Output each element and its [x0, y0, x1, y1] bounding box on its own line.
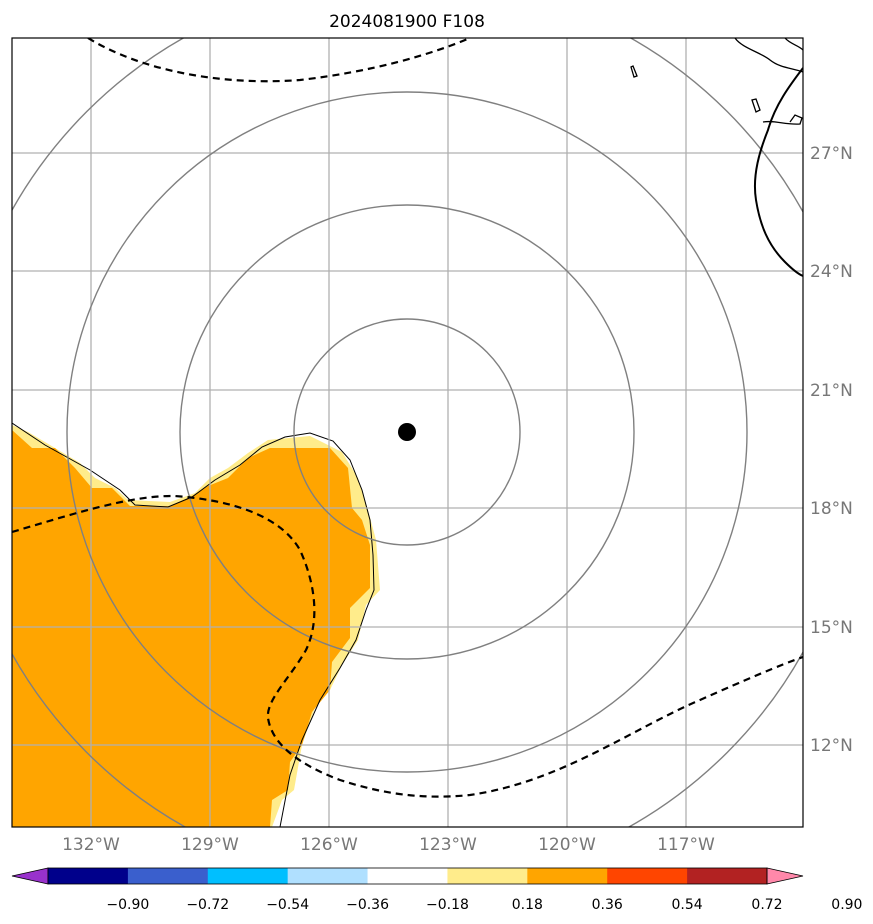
lat-label: 15°N: [810, 618, 853, 638]
coastline: [753, 67, 803, 277]
range-ring-1: [293, 318, 521, 546]
lat-labels: 27°N 24°N 21°N 18°N 15°N 12°N: [810, 144, 853, 756]
colorbar-tick-label: −0.72: [186, 897, 229, 913]
lon-label: 120°W: [538, 835, 596, 855]
colorbar-extend-max: [766, 867, 804, 885]
colorbar-segment: [287, 868, 369, 884]
colorbar-segment: [207, 868, 289, 884]
dashed-contour-north: [87, 38, 471, 83]
gridlines: [12, 38, 803, 827]
lon-label: 132°W: [62, 835, 120, 855]
lon-label: 123°W: [419, 835, 477, 855]
dashed-contour-southwest: [12, 494, 803, 798]
map-border: [11, 37, 804, 828]
anomaly-contour: [12, 422, 375, 827]
colorbar-tick-label: 0.36: [592, 897, 623, 913]
lon-label: 126°W: [300, 835, 358, 855]
colorbar: −0.90 −0.72 −0.54 −0.36 −0.18 0.18 0.36 0.54 0.7…: [11, 867, 862, 913]
colorbar-tick-label: 0.18: [512, 897, 543, 913]
lon-label: 117°W: [657, 835, 715, 855]
coastline-islands: [630, 38, 803, 125]
colorbar-extend-min: [11, 867, 49, 885]
lat-label: 21°N: [810, 381, 853, 401]
lat-label: 18°N: [810, 499, 853, 519]
lat-label: 27°N: [810, 144, 853, 164]
colorbar-segment: [127, 868, 209, 884]
colorbar-outline: [47, 867, 768, 885]
colorbar-segment: [367, 868, 448, 884]
lat-label: 24°N: [810, 262, 853, 282]
colorbar-segment: [687, 868, 768, 884]
colorbar-tick-label: 0.72: [751, 897, 782, 913]
colorbar-tick-label: 0.54: [672, 897, 703, 913]
colorbar-tick-label: −0.36: [346, 897, 389, 913]
range-rings: [12, 38, 803, 827]
colorbar-tick-label: 0.90: [831, 897, 862, 913]
colorbar-segment: [607, 868, 688, 884]
colorbar-segment: [527, 868, 608, 884]
range-ring-3: [66, 91, 748, 773]
range-ring-2: [179, 204, 635, 660]
storm-center-marker: [398, 423, 416, 441]
map-title: 2024081900 F108: [329, 12, 485, 32]
colorbar-segment: [447, 868, 528, 884]
colorbar-tick-label: −0.18: [426, 897, 469, 913]
lon-labels: 132°W 129°W 126°W 123°W 120°W 117°W: [62, 835, 715, 855]
colorbar-tick-label: −0.90: [106, 897, 149, 913]
lon-label: 129°W: [181, 835, 239, 855]
colorbar-tick-label: −0.54: [266, 897, 309, 913]
colorbar-segment: [48, 868, 129, 884]
lat-label: 12°N: [810, 736, 853, 756]
